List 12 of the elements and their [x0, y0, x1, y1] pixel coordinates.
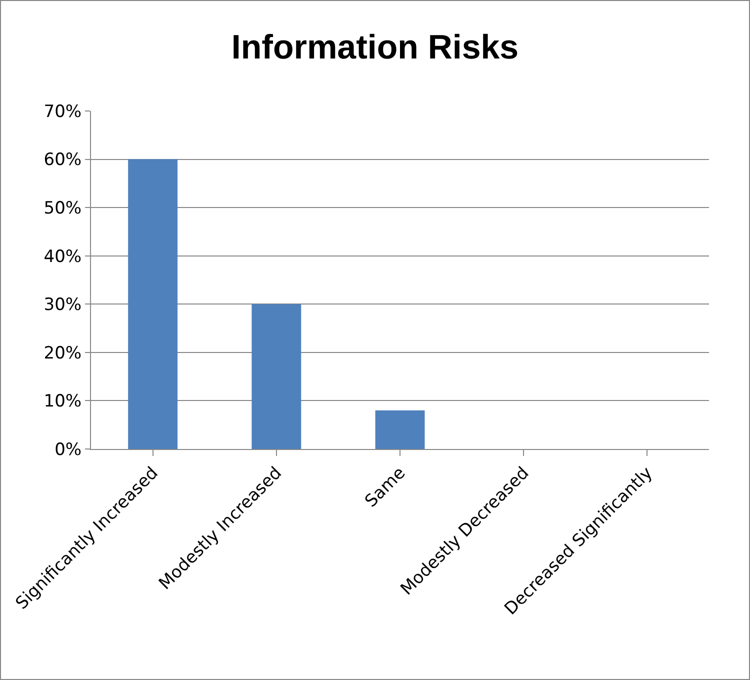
y-tick-label: 60% — [44, 150, 82, 170]
y-tick-label: 0% — [54, 440, 82, 460]
y-tick-label: 50% — [44, 198, 82, 219]
bar — [128, 159, 178, 449]
bar — [252, 304, 302, 449]
y-tick-label: 70% — [44, 102, 82, 122]
y-tick-label: 10% — [44, 392, 82, 412]
y-tick-label: 40% — [44, 246, 82, 267]
y-tick-label: 20% — [44, 343, 82, 364]
bar — [375, 410, 425, 449]
chart-title: Information Risks — [231, 28, 519, 67]
y-tick-label: 30% — [44, 295, 82, 316]
